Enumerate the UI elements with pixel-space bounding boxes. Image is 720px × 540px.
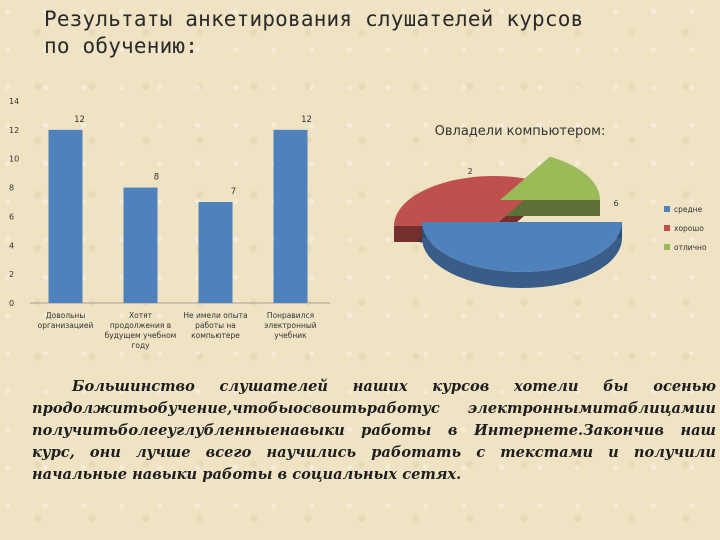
legend-swatch xyxy=(664,244,670,250)
pie-slice xyxy=(394,175,544,226)
bar-value-label: 12 xyxy=(74,115,85,125)
category-label: Понравился электронный учебник xyxy=(264,311,317,340)
bar xyxy=(123,187,158,303)
legend-swatch xyxy=(664,225,670,231)
page-title: Результаты анкетирования слушателей курс… xyxy=(44,6,684,60)
pie-chart: Овладели компьютером: 4 2 6 xyxy=(394,124,622,288)
bar-chart: 0 2 4 6 8 10 12 14 12 Довольны организацией 8 Хотят п… xyxy=(9,97,330,350)
bar xyxy=(48,129,83,303)
y-tick-label: 10 xyxy=(9,155,19,164)
bar xyxy=(198,202,233,303)
bar-value-label: 8 xyxy=(154,173,159,183)
legend-label: средне xyxy=(674,205,703,214)
pie-slice-side xyxy=(422,222,622,288)
pie-value-label: 2 xyxy=(467,167,472,176)
y-tick-label: 4 xyxy=(9,241,14,250)
y-tick-label: 14 xyxy=(9,97,19,106)
pie-slice xyxy=(422,222,622,272)
summary-paragraph: Большинство слушателей наших курсов хоте… xyxy=(32,378,716,483)
legend-label: хорошо xyxy=(674,224,704,233)
legend-label: отлично xyxy=(674,243,707,252)
bar xyxy=(273,129,308,303)
category-label: Хотят продолжения в будущем учебном году xyxy=(105,311,177,350)
pie-value-label: 4 xyxy=(417,236,422,245)
y-tick-label: 2 xyxy=(9,270,14,279)
bar-value-label: 12 xyxy=(301,115,312,125)
category-label: Не имели опыта работы на компьютере xyxy=(183,311,247,340)
title-line-2: по обучению: xyxy=(44,34,199,58)
legend-swatch xyxy=(664,206,670,212)
pie-slice xyxy=(500,156,600,200)
bar-value-label: 7 xyxy=(231,187,236,197)
category-label: Довольны организацией xyxy=(38,311,94,330)
y-tick-label: 8 xyxy=(9,184,14,193)
pie-value-label: 6 xyxy=(613,199,618,208)
pie-title: Овладели компьютером: xyxy=(435,124,606,139)
title-line-1: Результаты анкетирования слушателей курс… xyxy=(44,7,584,31)
y-tick-label: 12 xyxy=(9,126,19,135)
y-tick-label: 6 xyxy=(9,212,14,221)
pie-legend: средне хорошо отлично xyxy=(664,205,707,252)
y-tick-label: 0 xyxy=(9,299,14,308)
pie-slice-edge xyxy=(500,200,600,216)
